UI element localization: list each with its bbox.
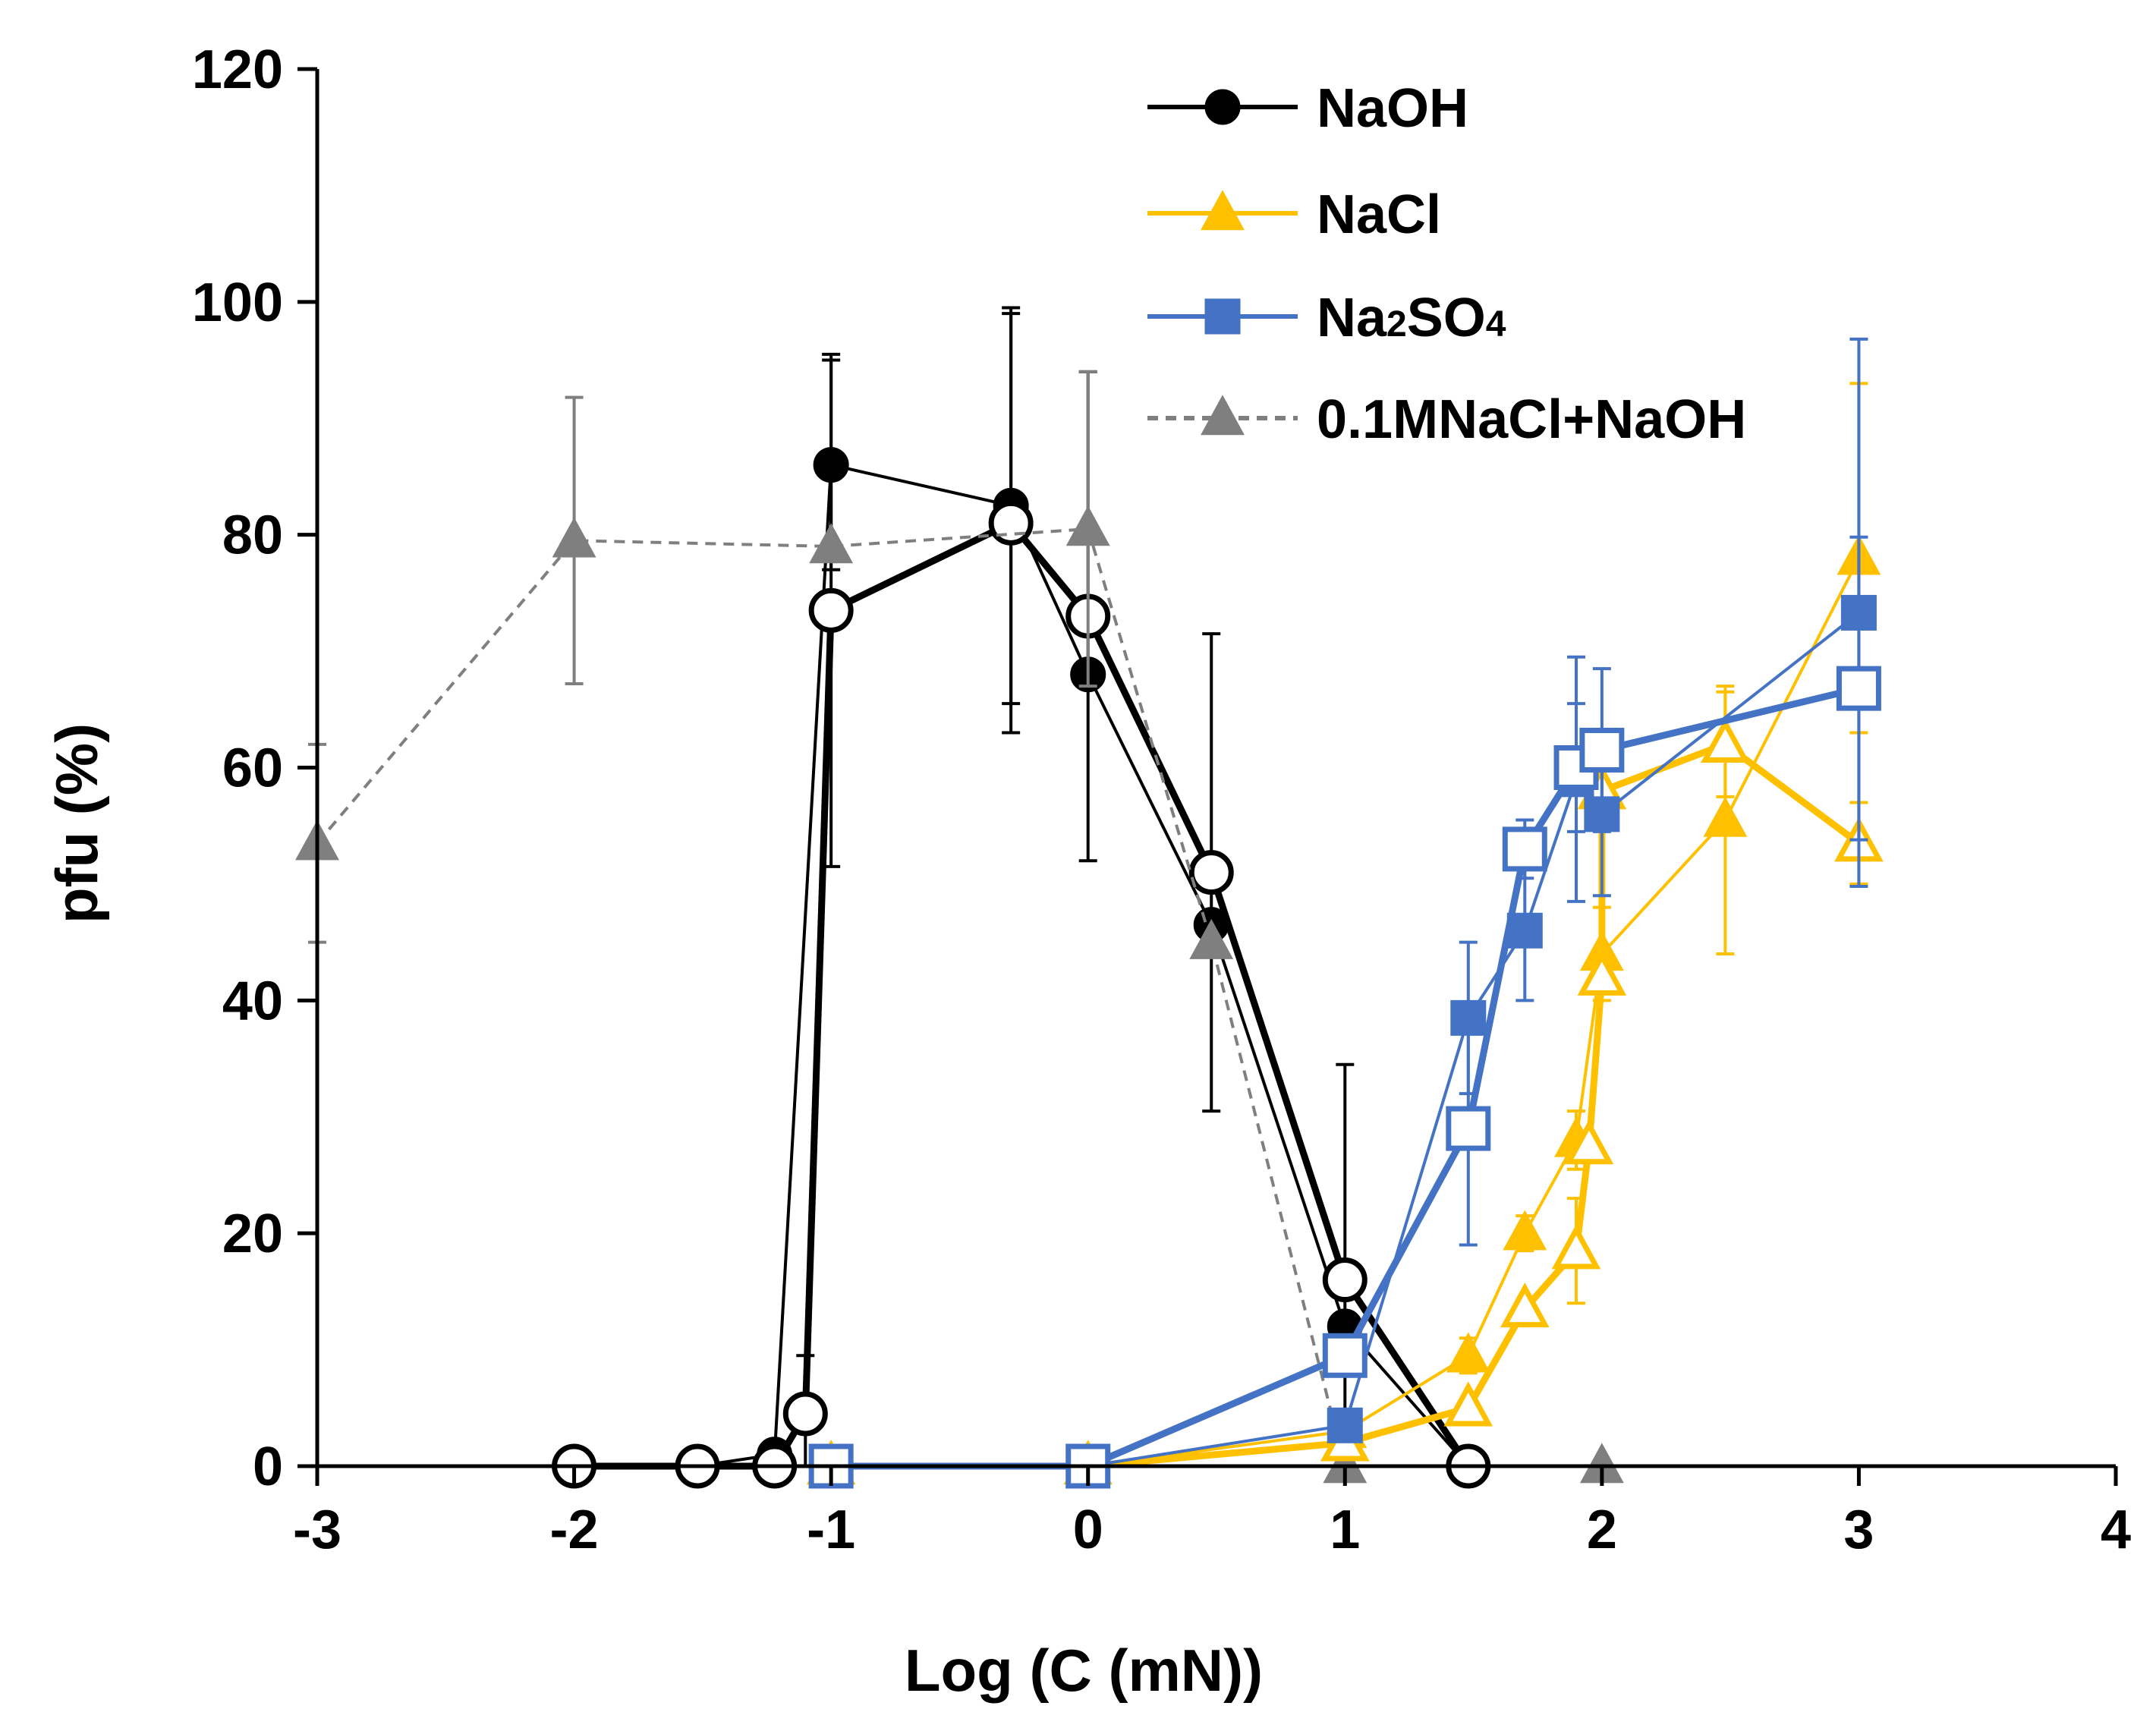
x-tick-label: 1 — [1330, 1500, 1360, 1560]
y-tick-label: 0 — [253, 1437, 283, 1497]
legend-label: Na2SO4 — [1317, 288, 1506, 348]
data-point — [552, 517, 596, 558]
data-point — [1503, 1210, 1547, 1251]
legend-item: NaOH — [1147, 78, 1468, 139]
data-point — [1443, 1381, 1493, 1427]
legend-marker — [1204, 298, 1241, 335]
legend-item: Na2SO4 — [1147, 288, 1506, 348]
y-tick-label: 60 — [222, 738, 283, 799]
data-point — [1564, 1119, 1614, 1165]
x-tick-label: -2 — [550, 1500, 599, 1560]
legend: NaOH NaCl Na2SO4 0.1MNaCl+NaOH — [1147, 78, 1746, 450]
legend-label: NaCl — [1317, 184, 1441, 245]
legend-marker — [1201, 190, 1245, 231]
legend-item: 0.1MNaCl+NaOH — [1147, 389, 1746, 450]
data-point — [988, 500, 1034, 546]
y-tick-label: 40 — [222, 971, 283, 1031]
data-point — [809, 523, 854, 564]
x-tick-label: 4 — [2101, 1500, 2131, 1560]
series-2 — [295, 370, 1624, 1484]
legend-label: NaOH — [1317, 78, 1468, 139]
data-point — [1502, 826, 1547, 872]
data-point — [1327, 1407, 1363, 1443]
x-axis-title: Log (C (mN)) — [905, 1637, 1263, 1704]
y-tick-label: 120 — [192, 39, 283, 100]
y-tick-label: 80 — [222, 505, 283, 566]
data-point — [1500, 1282, 1550, 1328]
x-tick-label: 0 — [1073, 1500, 1103, 1560]
series-line — [316, 527, 1602, 1468]
data-point — [1703, 796, 1748, 837]
y-tick-label: 100 — [192, 272, 283, 333]
data-point — [1322, 1257, 1368, 1303]
legend-item: NaCl — [1147, 184, 1441, 245]
y-tick-label: 20 — [222, 1204, 283, 1264]
data-point — [1322, 1333, 1368, 1378]
data-point — [1579, 727, 1625, 773]
data-point — [1551, 1224, 1601, 1270]
data-point — [782, 1391, 828, 1437]
x-tick-label: -1 — [807, 1500, 855, 1560]
legend-label: 0.1MNaCl+NaOH — [1317, 389, 1746, 450]
data-point — [1189, 918, 1234, 959]
data-point — [1577, 950, 1627, 996]
x-tick-label: -3 — [293, 1500, 341, 1560]
data-point — [1701, 717, 1750, 763]
data-point — [1188, 850, 1234, 895]
data-point — [1446, 1106, 1491, 1151]
x-tick-label: 3 — [1843, 1500, 1874, 1560]
data-point — [808, 587, 854, 633]
axes-layer: 0 20 40 60 80 100 120 -3 -2 -1 0 1 2 3 4 — [192, 39, 2131, 1560]
y-axis-title: pfu (%) — [43, 723, 110, 924]
legend-marker — [1201, 395, 1245, 436]
legend-marker — [1204, 89, 1241, 125]
x-tick-label: 2 — [1587, 1500, 1617, 1560]
data-point — [1446, 1332, 1490, 1373]
data-point — [1065, 505, 1110, 546]
series-layer — [295, 306, 1884, 1489]
data-point — [1836, 666, 1881, 711]
series-6 — [808, 535, 1881, 1489]
